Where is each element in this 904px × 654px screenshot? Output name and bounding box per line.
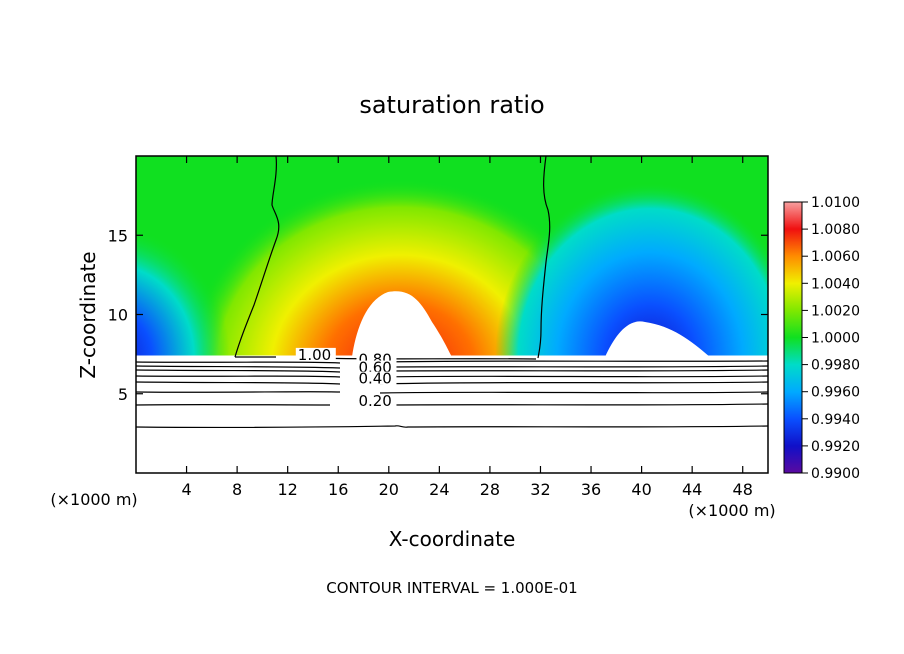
x-tick-label: 16 bbox=[328, 480, 348, 499]
x-tick-label: 12 bbox=[278, 480, 298, 499]
contour-label-bg bbox=[356, 371, 397, 385]
contour-line-0-20 bbox=[135, 403, 769, 406]
y-tick-label: 5 bbox=[118, 385, 128, 404]
colorbar-ticks: 1.0100 1.0080 1.0060 1.0040 1.0020 1.0000 0.99… bbox=[802, 195, 860, 482]
contour-line-0-40 bbox=[135, 381, 769, 385]
colorbar-tick-label: 1.0020 bbox=[811, 303, 860, 319]
x-unit-left: (×1000 m) bbox=[50, 490, 137, 509]
x-tick-label: 36 bbox=[581, 480, 601, 499]
y-tick-label: 15 bbox=[108, 226, 128, 245]
colorbar-tick-label: 0.9900 bbox=[811, 466, 860, 482]
contour-label-bg bbox=[356, 360, 397, 374]
x-tick-label: 24 bbox=[429, 480, 449, 499]
colorbar-tick-label: 0.9960 bbox=[811, 385, 860, 401]
contour-label: 0.40 bbox=[358, 370, 391, 388]
colorbar-tick-label: 1.0080 bbox=[811, 222, 860, 238]
lower-region bbox=[136, 357, 768, 473]
colorbar: 1.0100 1.0080 1.0060 1.0040 1.0020 1.0000 0.99… bbox=[783, 195, 860, 482]
contour-line-0-30 bbox=[135, 391, 769, 394]
colorbar-tick-label: 1.0100 bbox=[811, 195, 860, 211]
chart-title: saturation ratio bbox=[359, 91, 544, 119]
y-axis-label: Z-coordinate bbox=[76, 251, 100, 378]
colorbar-tick-label: 0.9980 bbox=[811, 358, 860, 374]
contour-label-bg bbox=[356, 393, 397, 407]
colorbar-tick-label: 0.9920 bbox=[811, 439, 860, 455]
y-tick-label: 10 bbox=[108, 306, 128, 325]
contour-interval-note: CONTOUR INTERVAL = 1.000E-01 bbox=[326, 579, 577, 597]
x-tick-label: 48 bbox=[733, 480, 753, 499]
contour-line-0-45 bbox=[135, 375, 769, 378]
x-tick-label: 8 bbox=[232, 480, 242, 499]
x-tick-label: 40 bbox=[631, 480, 651, 499]
x-unit-right: (×1000 m) bbox=[688, 501, 775, 520]
contour-line-1-00 bbox=[235, 356, 537, 360]
colorbar-tick-label: 1.0060 bbox=[811, 249, 860, 265]
supersaturated-core bbox=[352, 291, 452, 357]
y-axis-ticks: 5 10 15 bbox=[108, 226, 768, 404]
contour-line-0-10 bbox=[135, 425, 769, 429]
contour-line-0-80 bbox=[135, 360, 769, 364]
contour-lines bbox=[135, 155, 769, 429]
colorbar-tick-label: 1.0000 bbox=[811, 331, 860, 347]
x-axis-label: X-coordinate bbox=[389, 527, 516, 551]
colorbar-tick-label: 0.9940 bbox=[811, 412, 860, 428]
contour-line-top-left bbox=[234, 155, 280, 358]
colorbar-ramp bbox=[783, 201, 803, 474]
x-tick-label: 44 bbox=[682, 480, 702, 499]
contour-label: 0.20 bbox=[358, 392, 391, 410]
dry-core bbox=[605, 321, 710, 357]
x-axis-ticks: 4 8 12 16 20 24 28 32 36 40 44 48 bbox=[181, 156, 753, 499]
contour-line-0-50 bbox=[135, 369, 769, 373]
contour-label-bg bbox=[295, 347, 336, 361]
colorbar-tick-label: 1.0040 bbox=[811, 276, 860, 292]
x-tick-label: 28 bbox=[480, 480, 500, 499]
contour-line-top-right bbox=[537, 155, 551, 359]
contour-line-0-60 bbox=[135, 365, 769, 369]
x-tick-label: 32 bbox=[530, 480, 550, 499]
contour-label: 1.00 bbox=[298, 346, 331, 364]
x-tick-label: 20 bbox=[379, 480, 399, 499]
contour-labels: 1.00 0.800.600.400.20 bbox=[295, 346, 397, 410]
x-tick-label: 4 bbox=[181, 480, 191, 499]
